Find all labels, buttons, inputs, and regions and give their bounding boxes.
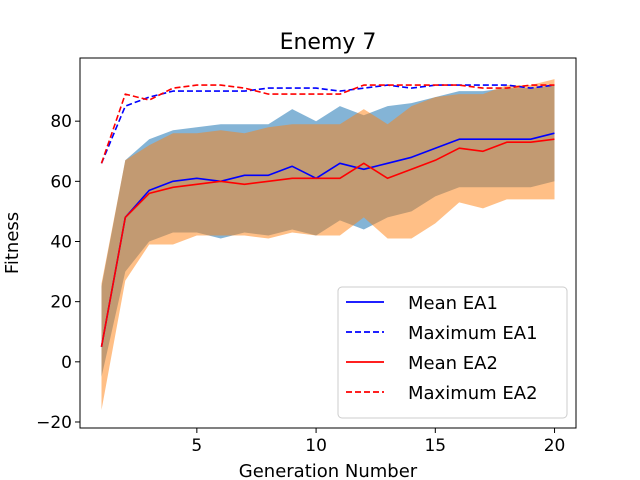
y-axis-label: Fitness	[2, 212, 23, 274]
y-tick-label: −20	[36, 413, 72, 433]
legend-entry: Maximum EA2	[346, 383, 538, 404]
y-tick-label: 80	[50, 112, 72, 132]
series-line-maximum-ea2	[100, 84, 555, 164]
series-line-mean-ea2	[100, 138, 555, 347]
x-tick-label: 20	[544, 436, 566, 456]
x-ticks: 5 10 15 20	[191, 428, 565, 456]
y-tick-label: 60	[50, 172, 72, 192]
legend-label: Maximum EA1	[408, 323, 538, 344]
chart-title: Enemy 7	[280, 30, 377, 55]
lines-layer	[100, 84, 555, 347]
series-line-maximum-ea1	[100, 84, 555, 164]
y-tick-label: 40	[50, 232, 72, 252]
legend-frame	[337, 286, 568, 419]
x-tick-label: 10	[305, 436, 327, 456]
x-tick-label: 15	[424, 436, 446, 456]
x-tick-label: 5	[191, 436, 202, 456]
y-tick-label: 20	[50, 293, 72, 313]
y-tick-label: 0	[61, 353, 72, 373]
legend-entry: Mean EA2	[346, 353, 498, 374]
x-axis-label: Generation Number	[239, 461, 418, 480]
legend-entry: Maximum EA1	[346, 323, 538, 344]
y-ticks: −20 0 20 40 60 80	[36, 112, 80, 433]
legend-label: Mean EA2	[408, 353, 498, 374]
legend-entry: Mean EA1	[346, 293, 498, 314]
series-line-mean-ea1	[100, 132, 555, 347]
band-ea2	[101, 79, 555, 410]
legend: Mean EA1 Maximum EA1 Mean EA2 Maximum EA2	[337, 286, 568, 419]
plot-frame	[79, 57, 577, 429]
legend-label: Mean EA1	[408, 293, 498, 314]
legend-label: Maximum EA2	[408, 383, 538, 404]
